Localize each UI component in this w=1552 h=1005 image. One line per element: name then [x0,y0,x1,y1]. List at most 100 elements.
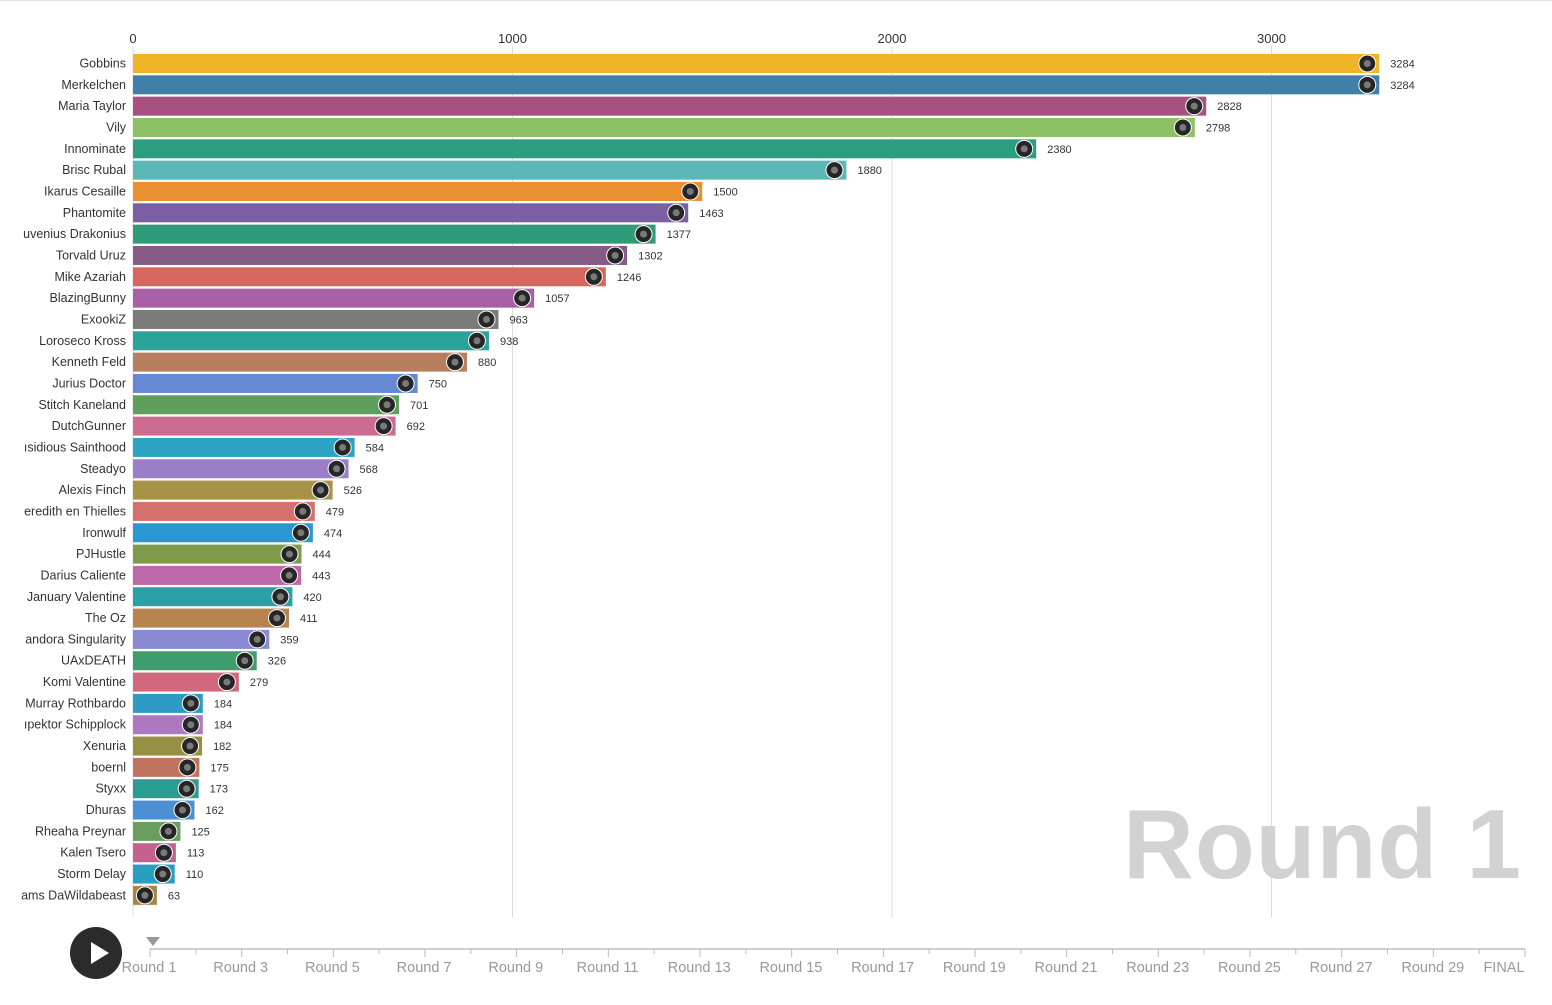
avatar-face-icon [686,187,694,195]
avatar-face-icon [297,529,305,537]
bar-category-label: The Oz [85,611,126,625]
timeline-label[interactable]: Round 15 [759,960,822,976]
bar-category-label: Kenneth Feld [52,355,126,369]
bar-row: Merkelchen 3284 [61,75,1415,95]
bar-category-label: DutchGunner [52,419,126,433]
bar-value-label: 474 [324,528,342,540]
timeline-label[interactable]: Round 3 [213,960,268,976]
timeline-label[interactable]: Round 9 [488,960,543,976]
bar-category-label: Loroseco Kross [39,334,126,348]
bar-row: Mike Azariah 1246 [54,267,641,287]
timeline-label[interactable]: Round 7 [397,960,452,976]
bar-category-label: ams DaWildabeast [21,888,126,902]
bar-category-label: Torvald Uruz [56,248,126,262]
bar [133,160,847,180]
bar [133,523,313,543]
avatar-face-icon [187,721,195,729]
bar-row: Phantomite 1463 [63,203,724,223]
bar-row: Storm Delay 110 [57,864,203,884]
bar-row: Rheaha Preynar 125 [35,821,210,841]
bar-category-label: Dhuras [86,803,126,817]
bar-row: Komi Valentine 279 [43,672,268,692]
avatar-face-icon [253,635,261,643]
round-timeline[interactable]: Round 1 Round 3 Round 5 Round 7 Round 9 Round… [0,930,1552,990]
avatar-face-icon [1179,123,1187,131]
timeline-label[interactable]: Round 21 [1035,960,1098,976]
timeline-handle-icon[interactable] [146,937,160,946]
bar [133,501,315,521]
bar [133,416,396,436]
avatar-face-icon [1020,145,1028,153]
avatar-face-icon [241,657,249,665]
bar-value-label: 359 [280,634,298,646]
bar-value-label: 1246 [617,272,641,284]
bar-row: Ironwulf 474 [82,523,342,543]
bar-value-label: 182 [213,741,231,753]
bar-category-label: Merkelchen [61,78,126,92]
bar [133,651,257,671]
bar-category-label: Brisc Rubal [62,163,126,177]
bar-value-label: 750 [429,378,447,390]
bar [133,224,656,244]
timeline-label[interactable]: Round 13 [668,960,731,976]
bar-category-label: ıpektor Schipplock [24,718,127,732]
bar-category-label: Phantomite [63,206,126,220]
bar-row: Alexis Finch 526 [59,480,362,500]
avatar-face-icon [402,379,410,387]
timeline-label[interactable]: Round 27 [1310,960,1373,976]
avatar-face-icon [383,401,391,409]
bar-row: Darius Caliente 443 [41,565,330,585]
timeline-label[interactable]: Round 23 [1126,960,1189,976]
bar-value-label: 1880 [857,165,881,177]
timeline-label[interactable]: Round 17 [851,960,914,976]
bar-row: January Valentine 420 [27,587,322,607]
bar-row: ısidious Sainthood 584 [24,437,384,457]
bar-category-label: Storm Delay [57,867,127,881]
bar-value-label: 692 [407,421,425,433]
bar [133,139,1037,159]
bar-value-label: 3284 [1390,59,1414,71]
avatar-face-icon [473,337,481,345]
bar [133,203,689,223]
bar-row: ExookiZ 963 [81,309,528,329]
timeline-label[interactable]: Round 25 [1218,960,1281,976]
bar-category-label: January Valentine [27,590,126,604]
bar-row: Jurius Doctor 750 [52,373,447,393]
bar-category-label: Mike Azariah [54,270,126,284]
avatar-face-icon [611,251,619,259]
bar-category-label: Ironwulf [82,526,126,540]
bar-value-label: 125 [191,826,209,838]
avatar-face-icon [590,273,598,281]
bar-row: Gobbins 3284 [79,54,1415,73]
bar-category-label: Jurius Doctor [52,376,126,390]
bar [133,309,499,329]
avatar-face-icon [187,699,195,707]
play-button[interactable] [70,927,122,979]
bar-value-label: 326 [268,656,286,668]
avatar-face-icon [276,593,284,601]
timeline-label[interactable]: Round 19 [943,960,1006,976]
timeline-label[interactable]: Round 5 [305,960,360,976]
current-round-label: Round 1 [1123,789,1522,899]
bar [133,75,1380,95]
bar-value-label: 701 [410,400,428,412]
avatar-face-icon [830,166,838,174]
timeline-label[interactable]: Round 29 [1401,960,1464,976]
avatar-face-icon [164,827,172,835]
timeline-label[interactable]: Round 1 [122,960,177,976]
bar [133,245,628,265]
bar-category-label: UAxDEATH [61,654,126,668]
bar-value-label: 584 [366,442,384,454]
x-tick-label: 2000 [878,31,907,46]
bar-category-label: andora Singularity [25,632,127,646]
timeline-label[interactable]: Round 11 [577,960,639,976]
bar-value-label: 63 [168,890,180,902]
avatar-face-icon [317,486,325,494]
avatar-face-icon [159,870,167,878]
bar-row: Torvald Uruz 1302 [56,245,663,265]
timeline-label[interactable]: FINAL [1483,960,1524,976]
bar-row: Dhuras 162 [86,800,224,820]
bar-row: Styxx 173 [95,779,228,799]
avatar-face-icon [333,465,341,473]
x-axis-ticks: 0 1000 2000 3000 [129,31,1286,46]
